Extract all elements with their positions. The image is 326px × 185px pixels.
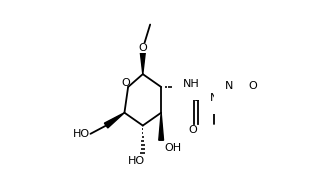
Polygon shape [104, 113, 125, 128]
Text: O: O [139, 43, 147, 53]
Polygon shape [140, 48, 146, 74]
Text: OH: OH [165, 143, 182, 153]
Text: N: N [210, 93, 219, 103]
Text: HO: HO [128, 156, 145, 166]
Text: O: O [121, 78, 130, 88]
Polygon shape [159, 113, 164, 140]
Text: O: O [188, 125, 197, 135]
Text: N: N [225, 80, 233, 90]
Text: O: O [248, 80, 257, 90]
Text: NH: NH [183, 79, 200, 89]
Text: HO: HO [72, 129, 90, 139]
